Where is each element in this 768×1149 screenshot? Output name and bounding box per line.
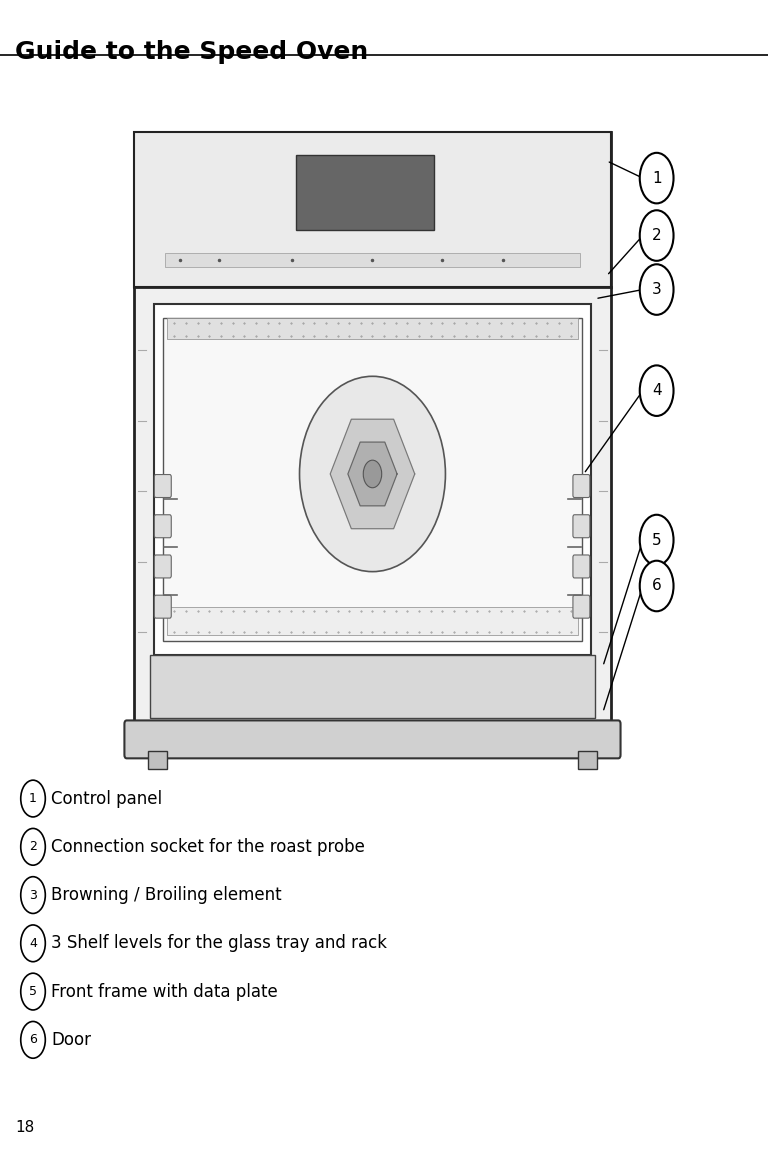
- Text: Guide to the Speed Oven: Guide to the Speed Oven: [15, 40, 369, 64]
- FancyBboxPatch shape: [154, 595, 171, 618]
- Circle shape: [640, 365, 674, 416]
- Bar: [167, 318, 578, 339]
- Circle shape: [21, 973, 45, 1010]
- Bar: [163, 318, 582, 641]
- Bar: [296, 155, 434, 230]
- Text: 6: 6: [29, 1033, 37, 1047]
- Bar: [134, 132, 611, 287]
- Circle shape: [640, 153, 674, 203]
- FancyBboxPatch shape: [573, 475, 590, 498]
- FancyBboxPatch shape: [154, 555, 171, 578]
- Circle shape: [21, 925, 45, 962]
- FancyBboxPatch shape: [124, 720, 621, 758]
- Text: 1: 1: [29, 792, 37, 805]
- Bar: [150, 655, 595, 718]
- Text: Door: Door: [51, 1031, 91, 1049]
- Text: 3: 3: [29, 888, 37, 902]
- Circle shape: [21, 877, 45, 913]
- Text: 5: 5: [29, 985, 37, 998]
- FancyBboxPatch shape: [573, 555, 590, 578]
- Text: 3: 3: [652, 282, 661, 298]
- Text: Browning / Broiling element: Browning / Broiling element: [51, 886, 282, 904]
- Text: 5: 5: [652, 532, 661, 548]
- Circle shape: [21, 780, 45, 817]
- FancyBboxPatch shape: [154, 515, 171, 538]
- Text: 4: 4: [652, 383, 661, 399]
- Circle shape: [363, 460, 382, 487]
- Circle shape: [21, 1021, 45, 1058]
- Text: 6: 6: [652, 578, 661, 594]
- Bar: [578, 751, 597, 769]
- Text: 18: 18: [15, 1120, 35, 1135]
- Polygon shape: [330, 419, 415, 529]
- Ellipse shape: [300, 377, 445, 572]
- Bar: [148, 751, 167, 769]
- FancyBboxPatch shape: [154, 475, 171, 498]
- FancyBboxPatch shape: [573, 595, 590, 618]
- Text: 3 Shelf levels for the glass tray and rack: 3 Shelf levels for the glass tray and ra…: [51, 934, 387, 953]
- Text: Front frame with data plate: Front frame with data plate: [51, 982, 278, 1001]
- Circle shape: [640, 264, 674, 315]
- Bar: [165, 253, 580, 267]
- Text: 1: 1: [652, 170, 661, 186]
- Text: Connection socket for the roast probe: Connection socket for the roast probe: [51, 838, 366, 856]
- FancyBboxPatch shape: [573, 515, 590, 538]
- Text: Control panel: Control panel: [51, 789, 163, 808]
- Text: 2: 2: [652, 228, 661, 244]
- Circle shape: [640, 515, 674, 565]
- Polygon shape: [348, 442, 397, 506]
- Bar: [154, 304, 591, 655]
- Circle shape: [640, 561, 674, 611]
- Text: 2: 2: [29, 840, 37, 854]
- Bar: [167, 607, 578, 635]
- Bar: [134, 132, 611, 730]
- Circle shape: [21, 828, 45, 865]
- Circle shape: [640, 210, 674, 261]
- Text: 4: 4: [29, 936, 37, 950]
